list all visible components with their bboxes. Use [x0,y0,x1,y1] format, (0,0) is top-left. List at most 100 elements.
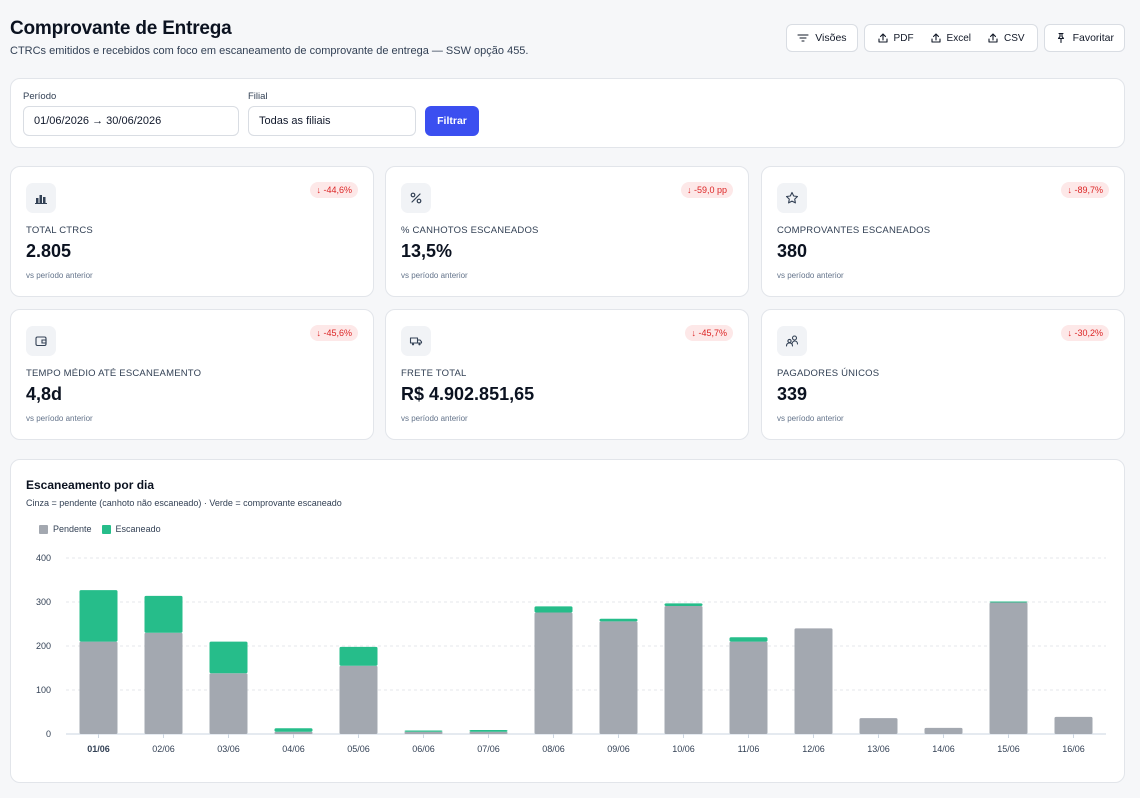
kpi-label: % CANHOTOS ESCANEADOS [401,225,539,236]
legend-swatch-pending [39,524,48,534]
star-icon [777,183,807,213]
kpi-delta-badge: ↓ -89,7% [1061,182,1109,198]
x-tick-label: 07/06 [477,744,500,754]
kpi-card-avg-time: ↓ -45,6% TEMPO MÉDIO ATÉ ESCANEAMENTO 4,… [10,309,374,440]
truck-icon [401,326,431,356]
x-tick-label: 01/06 [87,744,110,754]
filter-panel: Período 01/06/2026 → 30/06/2026 Filial T… [10,78,1125,148]
kpi-value: 380 [777,241,808,261]
kpi-card-total-freight: ↓ -45,7% FRETE TOTAL R$ 4.902.851,65 vs … [385,309,749,440]
kpi-label: COMPROVANTES ESCANEADOS [777,225,931,236]
legend-item-pending[interactable]: Pendente [39,524,92,534]
bar-scanned [469,730,508,732]
kpi-value: 13,5% [401,241,453,261]
kpi-value: 339 [777,384,808,404]
bar-pending [339,665,378,734]
x-tick-label: 16/06 [1062,744,1085,754]
bar-scanned [144,595,183,633]
kpi-label: FRETE TOTAL [401,368,467,379]
filter-icon [797,34,809,42]
bar-scanned [404,730,443,732]
legend-item-scanned[interactable]: Escaneado [101,524,161,534]
period-label: Período [23,91,57,102]
x-tick-label: 09/06 [607,744,630,754]
kpi-label: TEMPO MÉDIO ATÉ ESCANEAMENTO [26,368,202,379]
chart-title: Escaneamento por dia [26,478,155,492]
x-tick-label: 08/06 [542,744,565,754]
kpi-label: PAGADORES ÚNICOS [777,368,880,379]
x-tick-label: 10/06 [672,744,695,754]
export-pdf-button[interactable]: PDF [869,25,922,51]
bar-pending [664,605,703,734]
kpi-delta-badge: ↓ -45,7% [685,325,733,341]
x-tick-label: 06/06 [412,744,435,754]
x-tick-label: 05/06 [347,744,370,754]
kpi-card-receipts-scanned: ↓ -89,7% COMPROVANTES ESCANEADOS 380 vs … [761,166,1125,297]
kpi-label: TOTAL CTRCS [26,225,93,236]
bar-chart-icon [26,183,56,213]
export-csv-button[interactable]: CSV [979,25,1033,51]
page-title: Comprovante de Entrega [10,18,232,39]
kpi-note: vs período anterior [26,271,93,280]
y-tick-label: 0 [46,729,51,739]
favorite-button[interactable]: Favoritar [1043,24,1125,52]
favorite-button-label: Favoritar [1072,32,1114,44]
bar-scanned [79,590,118,642]
branch-label: Filial [248,91,268,102]
bar-pending [729,641,768,734]
legend-label-pending: Pendente [53,524,92,534]
bar-pending [274,731,313,734]
filter-button[interactable]: Filtrar [425,106,479,136]
bar-scanned [534,606,573,613]
kpi-card-percent-scanned: ↓ -59,0 pp % CANHOTOS ESCANEADOS 13,5% v… [385,166,749,297]
percent-icon [401,183,431,213]
chart-card: Escaneamento por dia Cinza = pendente (c… [10,459,1125,783]
x-tick-label: 13/06 [867,744,890,754]
kpi-card-total-ctrcs: ↓ -44,6% TOTAL CTRCS 2.805 vs período an… [10,166,374,297]
bar-scanned [729,637,768,642]
bar-pending [859,718,898,734]
x-tick-label: 15/06 [997,744,1020,754]
kpi-note: vs período anterior [777,414,844,423]
views-button-label: Visões [815,32,847,44]
chart-subtitle: Cinza = pendente (canhoto não escaneado)… [26,498,342,508]
x-tick-label: 03/06 [217,744,240,754]
bar-scanned [989,601,1028,603]
bar-pending [534,612,573,734]
bar-pending [79,641,118,734]
export-excel-label: Excel [946,32,971,44]
kpi-delta-badge: ↓ -44,6% [310,182,358,198]
bar-scanned [599,618,638,622]
kpi-note: vs período anterior [401,414,468,423]
x-tick-label: 12/06 [802,744,825,754]
x-tick-label: 04/06 [282,744,305,754]
bar-pending [144,632,183,734]
bar-scanned [274,728,313,732]
bar-scanned [664,603,703,606]
bar-scanned [339,646,378,666]
upload-icon [930,33,941,43]
bar-pending [1054,716,1093,734]
y-tick-label: 300 [36,597,51,607]
bar-pending [599,621,638,734]
bar-pending [794,628,833,734]
branch-select[interactable]: Todas as filiais [248,106,416,136]
header-actions: Visões PDF Excel CSV Favoritar [786,24,1125,52]
kpi-value: 2.805 [26,241,72,261]
bar-pending [209,673,248,734]
page-subtitle: CTRCs emitidos e recebidos com foco em e… [10,45,529,57]
export-excel-button[interactable]: Excel [922,25,979,51]
kpi-card-unique-payers: ↓ -30,2% PAGADORES ÚNICOS 339 vs período… [761,309,1125,440]
chart-legend: Pendente Escaneado [39,524,161,534]
legend-label-scanned: Escaneado [115,524,161,534]
period-input[interactable]: 01/06/2026 → 30/06/2026 [23,106,239,136]
kpi-note: vs período anterior [401,271,468,280]
views-button[interactable]: Visões [786,24,858,52]
y-tick-label: 100 [36,685,51,695]
kpi-note: vs período anterior [26,414,93,423]
bar-pending [404,731,443,734]
export-pdf-label: PDF [893,32,914,44]
daily-scan-chart: 0 100 200 300 400 01/06 02/06 03/06 04/06 05/06 06… [36,553,1106,754]
users-icon [777,326,807,356]
kpi-delta-badge: ↓ -30,2% [1061,325,1109,341]
